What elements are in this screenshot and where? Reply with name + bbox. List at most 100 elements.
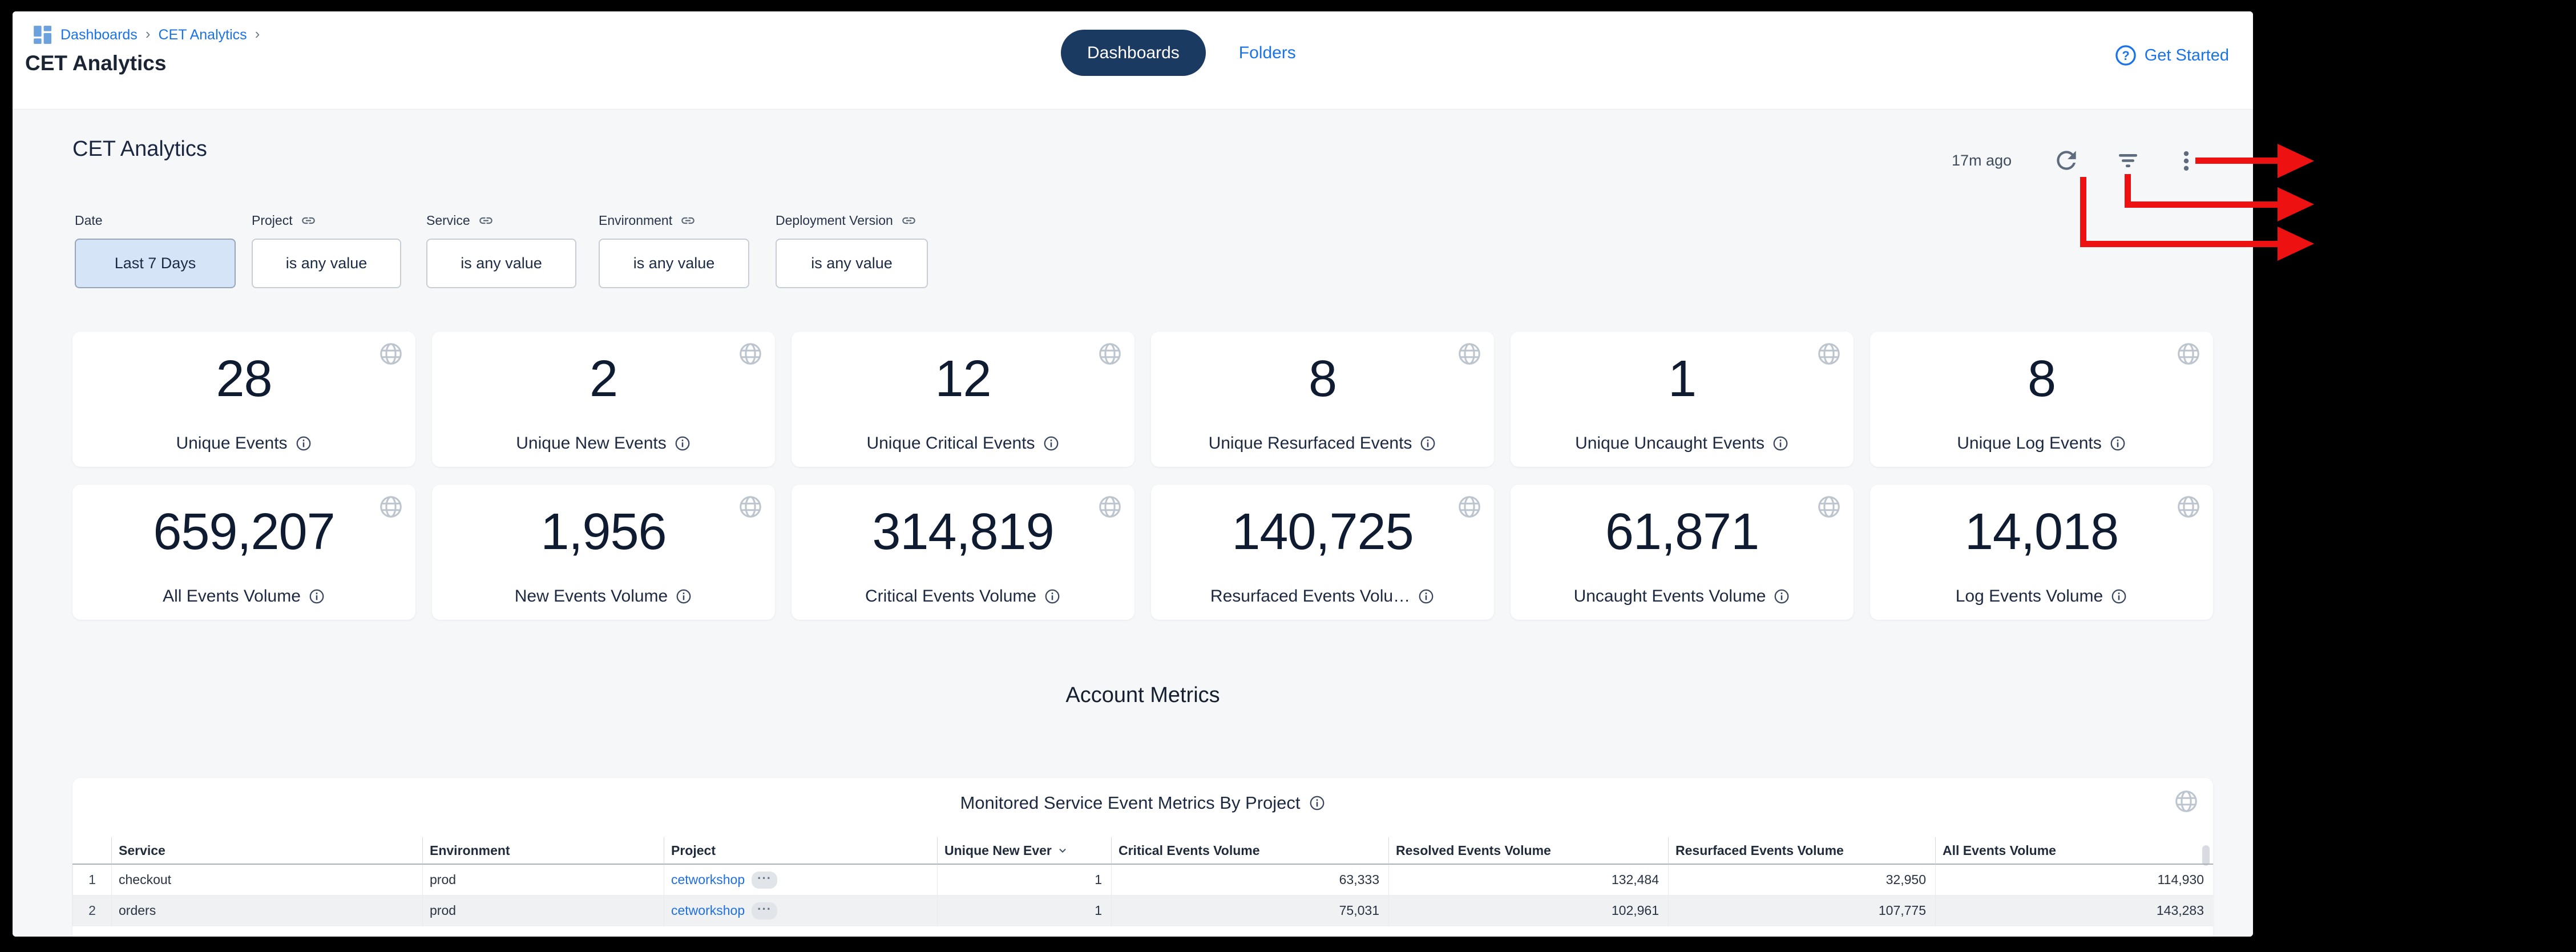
info-icon[interactable] xyxy=(2110,588,2127,605)
info-icon[interactable] xyxy=(1309,794,1326,812)
metric-label: Uncaught Events Volume xyxy=(1573,587,1766,606)
column-header-all-events-volume[interactable]: All Events Volume xyxy=(1935,837,2213,865)
globe-icon xyxy=(1456,494,1483,520)
metric-value: 8 xyxy=(2027,350,2056,408)
filter-date-value[interactable]: Last 7 Days xyxy=(75,239,236,288)
metric-value: 12 xyxy=(935,350,991,408)
table-scrollbar-thumb[interactable] xyxy=(2202,845,2210,866)
column-header-project[interactable]: Project xyxy=(664,837,937,865)
metric-value: 28 xyxy=(216,350,272,408)
metric-cards-row-1: 28 Unique Events 2 Unique New Events 12 … xyxy=(72,332,2213,467)
metric-label: Critical Events Volume xyxy=(865,587,1037,606)
metric-card-uncaught-events-volume: 61,871 Uncaught Events Volume xyxy=(1511,485,1854,620)
filter-project: Project is any value xyxy=(252,211,401,288)
project-link[interactable]: cetworkshop xyxy=(671,903,745,918)
filter-environment-label: Environment xyxy=(599,212,673,228)
info-icon[interactable] xyxy=(2109,435,2126,452)
cell-unique-new-events: 1 xyxy=(937,895,1111,926)
filter-project-value[interactable]: is any value xyxy=(252,239,401,288)
tab-folders[interactable]: Folders xyxy=(1238,43,1296,62)
filter-service-value[interactable]: is any value xyxy=(426,239,576,288)
globe-icon xyxy=(737,341,764,367)
column-header-resolved-events-volume[interactable]: Resolved Events Volume xyxy=(1388,837,1668,865)
filter-date: Date Last 7 Days xyxy=(75,211,236,288)
get-started-button[interactable]: ? Get Started xyxy=(2114,43,2229,67)
filter-deployment-version-value[interactable]: is any value xyxy=(776,239,928,288)
metric-label: Unique Events xyxy=(176,434,288,453)
dashboard-content: CET Analytics 17m ago Date Last 7 Days xyxy=(13,110,2253,937)
more-icon[interactable]: ··· xyxy=(752,902,778,919)
metric-card-new-events-volume: 1,956 New Events Volume xyxy=(432,485,775,620)
table-row-number: 1 xyxy=(72,865,111,895)
column-header-critical-events-volume[interactable]: Critical Events Volume xyxy=(1111,837,1388,865)
info-icon[interactable] xyxy=(1772,435,1789,452)
project-link[interactable]: cetworkshop xyxy=(671,872,745,887)
cell-resurfaced-events-volume: 32,950 xyxy=(1668,865,1935,895)
cell-service: checkout xyxy=(111,865,422,895)
cell-project: cetworkshop ··· xyxy=(664,865,937,895)
tab-dashboards[interactable]: Dashboards xyxy=(1061,30,1206,76)
metric-card-unique-critical-events: 12 Unique Critical Events xyxy=(792,332,1134,467)
filter-icon[interactable] xyxy=(2114,147,2142,175)
metric-card-unique-log-events: 8 Unique Log Events xyxy=(1870,332,2213,467)
column-header-unique-new-events[interactable]: Unique New Ever xyxy=(937,837,1111,865)
metric-value: 61,871 xyxy=(1605,503,1759,560)
info-icon[interactable] xyxy=(1773,588,1790,605)
metric-value: 14,018 xyxy=(1964,503,2119,560)
breadcrumb-link-dashboards[interactable]: Dashboards xyxy=(60,26,138,43)
cell-all-events-volume: 114,930 xyxy=(1935,865,2213,895)
more-icon[interactable]: ··· xyxy=(752,871,778,889)
info-icon[interactable] xyxy=(1418,588,1435,605)
metric-label: Log Events Volume xyxy=(1955,587,2103,606)
filter-date-label: Date xyxy=(75,212,103,228)
top-bar: Dashboards › CET Analytics › CET Analyti… xyxy=(13,11,2253,110)
info-icon[interactable] xyxy=(1043,435,1060,452)
info-icon[interactable] xyxy=(1044,588,1061,605)
metric-value: 314,819 xyxy=(872,503,1054,560)
view-tabs: Dashboards Folders xyxy=(1061,30,1296,76)
column-header-service[interactable]: Service xyxy=(111,837,422,865)
info-icon[interactable] xyxy=(295,435,312,452)
info-icon[interactable] xyxy=(675,588,692,605)
sort-desc-icon xyxy=(1056,844,1069,857)
globe-icon xyxy=(1456,341,1483,367)
annotation-arrow-filter-line xyxy=(2125,201,2279,208)
breadcrumb-separator: › xyxy=(145,25,151,42)
dashboard-title: CET Analytics xyxy=(72,137,207,161)
metric-card-unique-uncaught-events: 1 Unique Uncaught Events xyxy=(1511,332,1854,467)
kebab-menu-icon[interactable] xyxy=(2174,148,2199,174)
app-window: Dashboards › CET Analytics › CET Analyti… xyxy=(13,11,2253,937)
metric-label: Unique Critical Events xyxy=(866,434,1035,453)
info-icon[interactable] xyxy=(1419,435,1436,452)
metric-label: Unique Uncaught Events xyxy=(1575,434,1765,453)
column-header-resurfaced-events-volume[interactable]: Resurfaced Events Volume xyxy=(1668,837,1935,865)
metric-label: Unique New Events xyxy=(516,434,667,453)
breadcrumb-link-cet-analytics[interactable]: CET Analytics xyxy=(158,26,247,43)
metric-card-unique-events: 28 Unique Events xyxy=(72,332,415,467)
metric-label: New Events Volume xyxy=(514,587,668,606)
table-row-number: 2 xyxy=(72,895,111,926)
cell-unique-new-events: 1 xyxy=(937,865,1111,895)
metric-value: 8 xyxy=(1308,350,1337,408)
cell-service: orders xyxy=(111,895,422,926)
globe-icon xyxy=(737,494,764,520)
info-icon[interactable] xyxy=(308,588,325,605)
link-icon xyxy=(680,213,696,228)
column-header-environment[interactable]: Environment xyxy=(422,837,664,865)
last-refreshed-text: 17m ago xyxy=(1952,152,2012,169)
info-icon[interactable] xyxy=(674,435,691,452)
globe-icon xyxy=(2175,341,2202,367)
link-icon xyxy=(478,213,494,228)
annotation-arrow-refresh-elbow xyxy=(2080,177,2086,247)
refresh-icon[interactable] xyxy=(2052,146,2081,175)
globe-icon xyxy=(1097,341,1123,367)
cell-all-events-volume: 143,283 xyxy=(1935,895,2213,926)
filter-deployment-version-label: Deployment Version xyxy=(776,212,893,228)
cell-critical-events-volume: 75,031 xyxy=(1111,895,1388,926)
filter-environment-value[interactable]: is any value xyxy=(599,239,749,288)
metric-value: 2 xyxy=(589,350,618,408)
globe-icon xyxy=(2173,788,2199,814)
cell-project: cetworkshop ··· xyxy=(664,895,937,926)
table-card: Monitored Service Event Metrics By Proje… xyxy=(72,778,2213,937)
